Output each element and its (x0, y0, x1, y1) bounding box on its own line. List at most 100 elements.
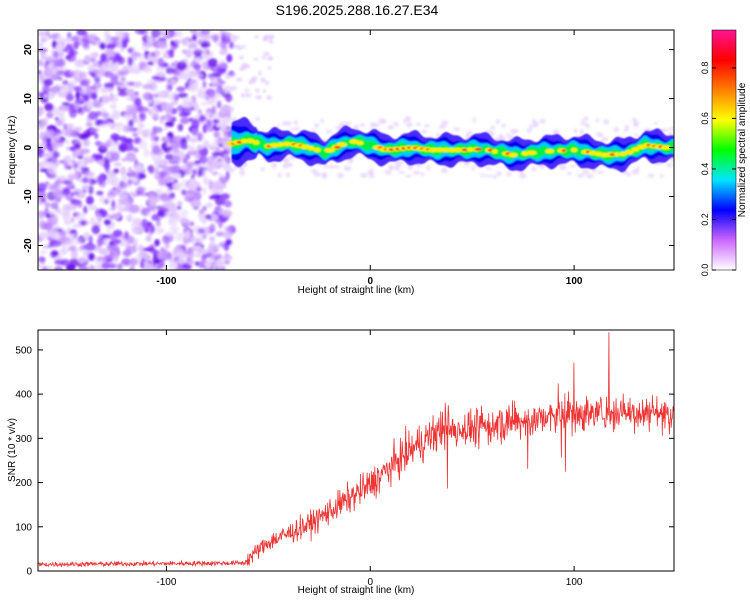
noise-blob (206, 202, 213, 209)
noise-blob (111, 152, 120, 162)
noise-blob (54, 37, 66, 44)
noise-blob (226, 54, 233, 63)
noise-blob (145, 235, 152, 242)
noise-blob (42, 266, 48, 270)
noise-blob (42, 37, 49, 43)
noise-blob (98, 42, 106, 49)
noise-blob (191, 118, 200, 129)
noise-blob (65, 127, 75, 138)
noise-blob (38, 70, 43, 75)
speckle-blob (532, 121, 539, 126)
noise-blob (168, 93, 175, 101)
speckle-blob (499, 136, 506, 141)
noise-blob (113, 168, 120, 174)
speckle-blob (631, 169, 640, 175)
noise-blob (132, 81, 143, 88)
speckle-blob (581, 119, 585, 123)
noise-blob (77, 133, 86, 139)
noise-blob (136, 186, 145, 196)
speckle-blob (312, 129, 316, 133)
noise-blob (161, 197, 172, 203)
noise-blob (225, 95, 233, 102)
noise-blob (74, 102, 80, 112)
y-tick-label: 400 (15, 390, 32, 401)
speckle-blob (580, 122, 589, 126)
snr-y-axis-label: SNR (10 * v/v) (7, 418, 18, 482)
noise-blob (147, 99, 154, 104)
noise-blob (81, 177, 89, 184)
noise-blob (94, 132, 99, 140)
speckle-blob (586, 173, 594, 179)
noise-blob (84, 95, 89, 102)
speckle-blob (242, 44, 246, 49)
noise-blob (129, 50, 137, 57)
noise-blob (100, 53, 108, 63)
ridge-core (336, 142, 348, 147)
speckle-blob (654, 121, 658, 125)
noise-blob (123, 142, 134, 152)
noise-blob (174, 182, 179, 187)
noise-blob (72, 223, 82, 228)
noise-blob (89, 85, 97, 91)
noise-blob (208, 195, 217, 200)
noise-blob (172, 135, 183, 142)
noise-blob (126, 96, 132, 101)
noise-blob (69, 244, 77, 251)
noise-blob (202, 187, 207, 196)
noise-blob (89, 264, 95, 270)
noise-blob (70, 217, 75, 223)
noise-blob (116, 203, 123, 211)
noise-blob (194, 49, 199, 56)
noise-blob (88, 185, 94, 195)
colorbar-strip (711, 29, 737, 271)
noise-blob (135, 165, 144, 172)
speckle-blob (260, 167, 265, 172)
ridge-band (231, 133, 674, 162)
speckle-blob (313, 172, 322, 177)
noise-blob (192, 48, 203, 52)
colorbar-label: Normalized spectral amplitude (737, 82, 748, 217)
speckle-blob (421, 129, 428, 134)
noise-blob (189, 41, 196, 48)
noise-blob (79, 80, 89, 87)
speckle-blob (438, 124, 446, 129)
noise-blob (208, 242, 214, 250)
noise-blob (126, 246, 137, 254)
speckle-blob (310, 169, 318, 174)
noise-blob (176, 61, 188, 71)
noise-blob (64, 155, 72, 165)
ridge-core (277, 142, 284, 147)
noise-blob (68, 233, 74, 239)
speckle-blob (235, 35, 240, 39)
speckle-blob (229, 34, 237, 39)
noise-blob (106, 152, 111, 160)
colorbar: 0.0 0.2 0.4 0.6 0.8 Normalized spectral ampl… (700, 29, 748, 276)
noise-blob (198, 72, 203, 80)
noise-blob (217, 63, 226, 69)
noise-blob (177, 205, 182, 210)
noise-blob (146, 212, 151, 217)
noise-blob (134, 30, 146, 35)
noise-blob (138, 251, 147, 257)
speckle-blob (262, 89, 267, 93)
noise-blob (107, 253, 115, 258)
snr-x-ticks: -100 0 100 (156, 330, 583, 588)
noise-blob (200, 42, 211, 48)
noise-blob (223, 243, 230, 252)
noise-blob (87, 178, 98, 185)
spectrogram-frame (37, 29, 675, 271)
ridge-core (307, 146, 315, 151)
noise-blob (134, 97, 142, 107)
speckle-blob (526, 128, 533, 133)
noise-blob (158, 261, 165, 269)
noise-blob (130, 222, 137, 227)
noise-blob (147, 196, 158, 207)
noise-blob (101, 61, 107, 72)
noise-blob (54, 241, 62, 247)
noise-blob (187, 180, 198, 191)
noise-blob (65, 139, 70, 145)
noise-blob (220, 194, 230, 201)
noise-blob (128, 169, 139, 178)
noise-blob (42, 85, 51, 94)
noise-blob (125, 152, 137, 162)
